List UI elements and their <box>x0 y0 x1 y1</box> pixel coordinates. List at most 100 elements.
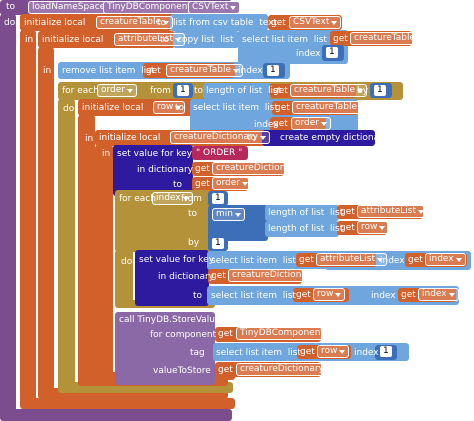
block-shape <box>0 409 232 421</box>
block-label: initialize local <box>24 18 86 28</box>
block-label: index <box>380 256 405 266</box>
block-shape <box>38 47 54 392</box>
variable-name: creatureDictionary <box>236 363 336 376</box>
variable-name: row <box>317 345 350 358</box>
block-shape <box>262 130 375 146</box>
variable-name: row <box>357 221 390 234</box>
variable-name: index <box>418 288 459 301</box>
block-label: get <box>340 207 355 217</box>
block-label: do <box>4 18 16 28</box>
block-label: for component <box>150 330 217 340</box>
number-field: 1 <box>212 193 224 204</box>
variable-name: creatureDictionary <box>228 269 328 282</box>
block-shape <box>337 221 387 235</box>
variable-name: row <box>313 288 346 301</box>
block-label: initialize local <box>99 133 161 143</box>
block-shape <box>208 269 302 284</box>
variable-name: creatureDictionary <box>170 131 270 144</box>
block-label: do <box>63 104 75 114</box>
block-label: to <box>157 18 167 28</box>
block-label: initialize local <box>42 35 104 45</box>
variable-name: index <box>152 192 193 205</box>
block-shape <box>20 30 36 402</box>
block-label: in <box>102 149 111 159</box>
block-label: initialize local <box>82 103 144 113</box>
variable-name: creatureTable <box>166 64 244 77</box>
block-label: do <box>121 257 133 267</box>
block-label: to <box>160 35 170 45</box>
text-string: " ORDER " <box>196 148 243 158</box>
block-shape <box>265 221 339 237</box>
block-label: in <box>43 66 52 76</box>
block-shape <box>173 31 239 48</box>
block-shape <box>58 99 75 389</box>
block-label: index <box>296 49 321 59</box>
block-label: to <box>188 209 198 219</box>
block-label: select list item list <box>211 291 296 301</box>
block-shape <box>215 362 321 377</box>
variable-name: CSVText <box>289 16 342 29</box>
variable-name: attributeList <box>357 205 428 218</box>
block-shape <box>270 117 326 131</box>
block-label: get <box>273 119 288 129</box>
block-label: remove list item list <box>62 66 155 76</box>
block-shape <box>115 250 133 305</box>
block-label: for each <box>119 194 156 204</box>
block-shape <box>192 146 248 160</box>
block-label: get <box>300 347 315 357</box>
block-label: length of list list <box>268 208 344 218</box>
variable-name: min <box>212 208 245 221</box>
block-shape <box>192 177 248 191</box>
block-label: in <box>25 35 34 45</box>
variable-name: attributeList <box>316 253 387 266</box>
block-label: get <box>218 329 233 339</box>
block-shape <box>215 327 321 342</box>
block-shape <box>78 115 95 383</box>
block-shape <box>405 253 467 267</box>
block-shape <box>297 345 351 359</box>
block-label: index <box>254 120 279 130</box>
variable-name: TinyDBComponent <box>236 327 336 340</box>
variable-name: order <box>212 177 252 190</box>
block-label: copy list list <box>177 35 234 45</box>
block-label: get <box>273 86 288 96</box>
block-label: to <box>194 86 204 96</box>
block-label: get <box>299 255 314 265</box>
variable-name: creatureTable <box>350 32 428 45</box>
block-label: get <box>408 255 423 265</box>
variable-name: creatureTable <box>96 16 174 29</box>
block-label: to <box>247 133 257 143</box>
block-label: index <box>354 348 379 358</box>
block-shape <box>38 31 175 48</box>
block-label: get <box>211 271 226 281</box>
block-shape <box>203 83 271 99</box>
block-label: valueToStore <box>153 366 211 376</box>
block-shape <box>265 205 339 221</box>
block-label: for each <box>62 86 99 96</box>
block-label: get <box>195 164 210 174</box>
block-label: select list item list <box>216 348 301 358</box>
block-label: get <box>296 290 311 300</box>
block-label: length of list list <box>268 224 344 234</box>
variable-name: attributeList <box>114 33 185 46</box>
block-shape <box>115 312 215 385</box>
number-field: 1 <box>212 238 224 249</box>
block-label: index <box>371 291 396 301</box>
block-shape <box>115 190 211 252</box>
block-label: to <box>173 180 183 190</box>
block-shape <box>113 145 193 196</box>
variable-name: creatureTable <box>290 84 368 97</box>
block-shape <box>58 382 233 393</box>
block-label: get <box>146 66 161 76</box>
variable-name: creatureTable <box>292 101 370 114</box>
variable-name: order <box>291 117 331 130</box>
block-label: in dictionary <box>158 272 215 282</box>
block-label: select list item list <box>211 256 296 266</box>
variable-name: row <box>153 101 186 114</box>
block-shape <box>95 145 113 380</box>
block-label: select list item list <box>193 103 278 113</box>
number-field: 1 <box>380 346 392 357</box>
block-shape <box>192 162 284 176</box>
block-shape <box>78 99 194 116</box>
